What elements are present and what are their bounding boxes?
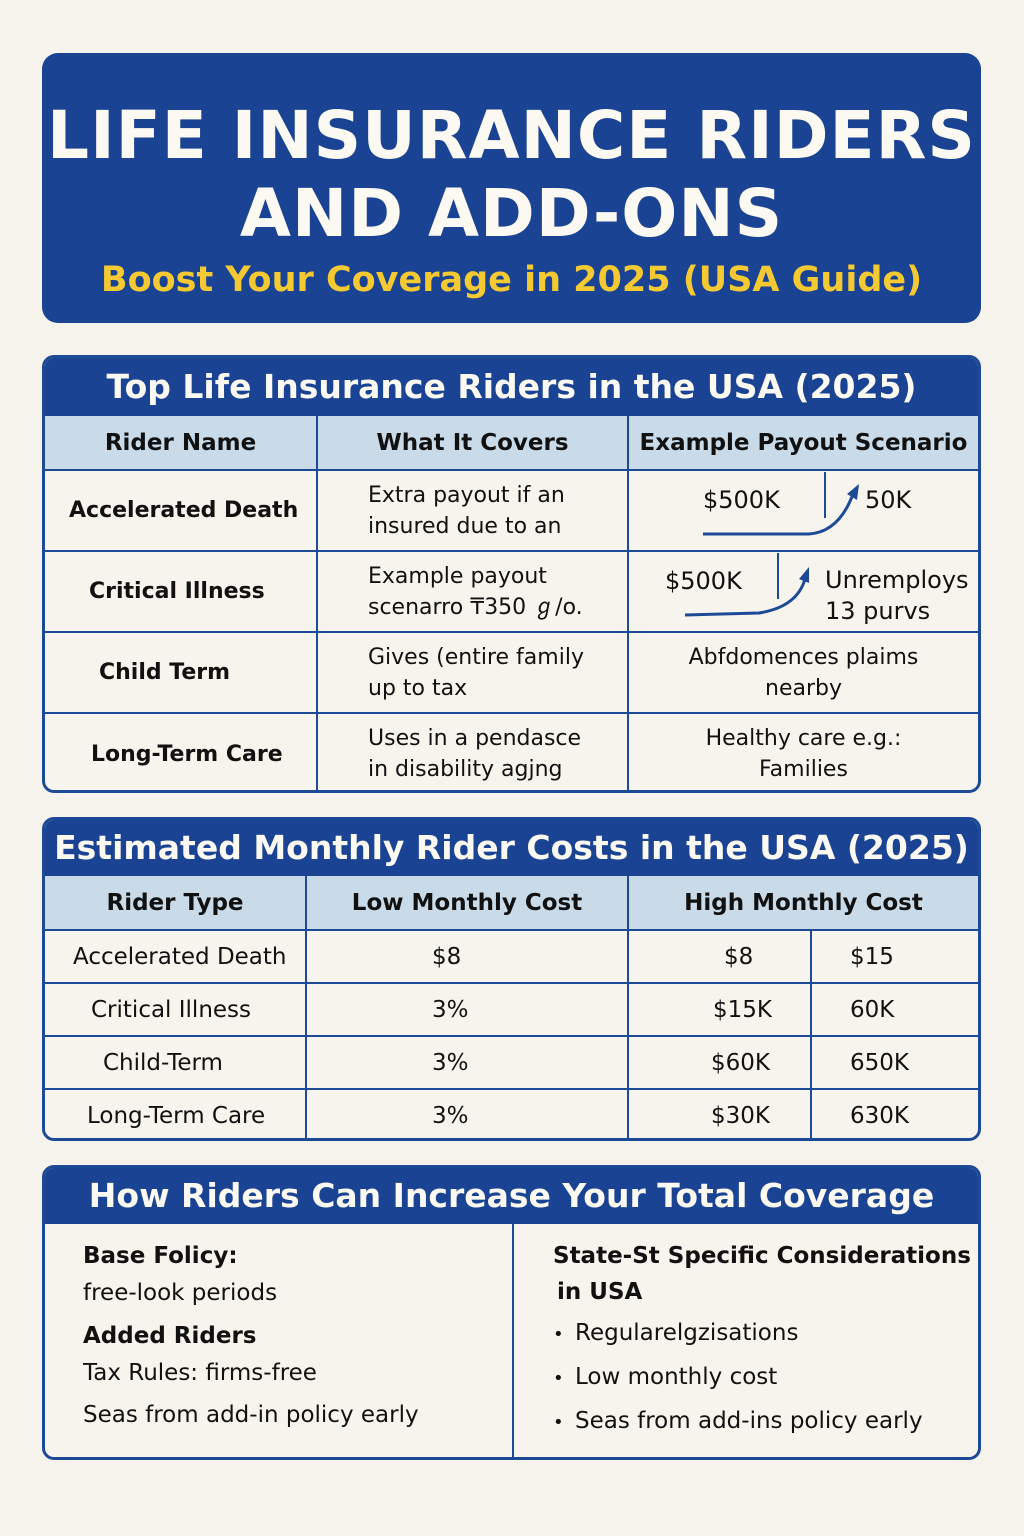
covers-line: Extra payout if an	[368, 482, 565, 508]
table-row: Child Term Gives (entire family up to ta…	[45, 631, 978, 714]
table-header-row: Rider Name What It Covers Example Payout…	[45, 416, 978, 471]
page-subtitle: Boost Your Coverage in 2025 (USA Guide)	[100, 260, 923, 300]
table-header-row: Rider Type Low Monthly Cost High Monthly…	[45, 876, 978, 931]
list-item: Seas from add-ins policy early	[553, 1400, 978, 1444]
covers-line: insured due to an	[368, 513, 562, 539]
payout-line: nearby	[765, 675, 842, 701]
column-header: Rider Type	[45, 876, 307, 931]
rider-name: Critical Illness	[45, 550, 318, 633]
payout-graphic: $500K 50K	[629, 471, 978, 550]
rider-name: Long-Term Care	[45, 712, 318, 790]
rider-type: Child-Term	[45, 1035, 307, 1090]
rider-name: Accelerated Death	[45, 469, 318, 552]
column-header: Example Payout Scenario	[627, 416, 978, 471]
low-cost: 3%	[305, 1088, 629, 1138]
high-cost: $60K	[627, 1035, 812, 1090]
coverage-left-column: Base Folicy: free-look periods Added Rid…	[45, 1224, 514, 1457]
payout-extra-line: Unremploys	[825, 565, 969, 594]
covers-line: scenarro ₸350 ℊ/o.	[368, 594, 583, 620]
table-row: Accelerated Death Extra payout if an ins…	[45, 469, 978, 552]
column-header: High Monthly Cost	[627, 876, 978, 931]
high-cost: 630K	[810, 1088, 978, 1138]
table-row: Child-Term 3% $60K 650K	[45, 1035, 978, 1090]
costs-table: Rider Type Low Monthly Cost High Monthly…	[45, 876, 978, 1138]
rider-covers: Example payout scenarro ₸350 ℊ/o.	[316, 550, 629, 633]
payout-line: Healthy care e.g.:	[705, 726, 902, 751]
covers-line: Gives (entire family	[368, 644, 584, 670]
coverage-panel: How Riders Can Increase Your Total Cover…	[42, 1165, 981, 1460]
state-considerations-heading-line-2: in USA	[557, 1279, 643, 1305]
low-cost: 3%	[305, 1035, 629, 1090]
payout-base: $500K	[665, 566, 742, 595]
tax-rules-text: Tax Rules: firms-free	[83, 1360, 317, 1386]
payout-cell: $500K Unremploys 13 purvs	[627, 550, 978, 633]
high-cost: $15	[810, 929, 978, 984]
low-cost: 3%	[305, 982, 629, 1037]
column-header: Rider Name	[45, 416, 318, 471]
high-cost: $8	[627, 929, 812, 984]
high-cost: 650K	[810, 1035, 978, 1090]
covers-line: Uses in a pendasce	[368, 726, 582, 751]
list-item: Regularelgzisations	[553, 1312, 978, 1356]
rider-type: Accelerated Death	[45, 929, 307, 984]
table-row: Critical Illness 3% $15K 60K	[45, 982, 978, 1037]
growth-arrow-icon	[703, 483, 859, 535]
base-policy-label: Base Folicy:	[83, 1243, 238, 1269]
added-riders-label: Added Riders	[83, 1323, 257, 1349]
high-cost: $15K	[627, 982, 812, 1037]
payout-line: Abfdomences plaims	[688, 644, 919, 670]
table-row: Critical Illness Example payout scenarro…	[45, 550, 978, 633]
coverage-right-column: State-St Specific Considerations in USA …	[516, 1224, 978, 1457]
covers-line: in disability agjng	[368, 757, 563, 782]
list-item: Low monthly cost	[553, 1356, 978, 1400]
payout-base: $500K	[703, 485, 780, 514]
covers-line: up to tax	[368, 675, 468, 701]
growth-arrow-icon	[684, 566, 809, 616]
added-riders-text: Seas from add-in policy early	[83, 1402, 419, 1428]
payout-line: Families	[759, 757, 848, 782]
high-cost: $30K	[627, 1088, 812, 1138]
rider-name: Child Term	[45, 631, 318, 714]
header-banner: LIFE INSURANCE RIDERS AND ADD-ONS Boost …	[42, 53, 981, 323]
high-cost: 60K	[810, 982, 978, 1037]
costs-panel-title: Estimated Monthly Rider Costs in the USA…	[45, 820, 978, 876]
base-policy-text: free-look periods	[83, 1280, 278, 1306]
payout-extra: 50K	[865, 485, 912, 514]
covers-line: Example payout	[368, 563, 547, 589]
coverage-columns: Base Folicy: free-look periods Added Rid…	[45, 1224, 978, 1457]
table-row: Accelerated Death $8 $8 $15	[45, 929, 978, 984]
title-line-2: AND ADD-ONS	[239, 175, 784, 252]
divider-line	[824, 471, 826, 518]
costs-panel: Estimated Monthly Rider Costs in the USA…	[42, 817, 981, 1141]
payout-extra-line: 13 purvs	[825, 596, 931, 625]
state-considerations-heading: State-St Specific Considerations	[553, 1243, 971, 1269]
title-line-1: LIFE INSURANCE RIDERS	[47, 97, 976, 174]
payout-graphic: $500K Unremploys 13 purvs	[629, 552, 978, 631]
rider-type: Critical Illness	[45, 982, 307, 1037]
low-cost: $8	[305, 929, 629, 984]
riders-table: Rider Name What It Covers Example Payout…	[45, 416, 978, 790]
column-header: Low Monthly Cost	[305, 876, 629, 931]
payout-cell: Abfdomences plaims nearby	[627, 631, 978, 714]
page-title: LIFE INSURANCE RIDERS AND ADD-ONS	[42, 53, 981, 253]
riders-panel-title: Top Life Insurance Riders in the USA (20…	[45, 358, 978, 416]
payout-cell: Healthy care e.g.: Families	[627, 712, 978, 790]
rider-covers: Gives (entire family up to tax	[316, 631, 629, 714]
table-row: Long-Term Care 3% $30K 630K	[45, 1088, 978, 1138]
divider-line	[777, 552, 779, 599]
payout-cell: $500K 50K	[627, 469, 978, 552]
table-row: Long-Term Care Uses in a pendasce in dis…	[45, 712, 978, 790]
rider-covers: Extra payout if an insured due to an	[316, 469, 629, 552]
coverage-panel-title: How Riders Can Increase Your Total Cover…	[45, 1168, 978, 1224]
column-header: What It Covers	[316, 416, 629, 471]
riders-panel: Top Life Insurance Riders in the USA (20…	[42, 355, 981, 793]
rider-covers: Uses in a pendasce in disability agjng	[316, 712, 629, 790]
rider-type: Long-Term Care	[45, 1088, 307, 1138]
